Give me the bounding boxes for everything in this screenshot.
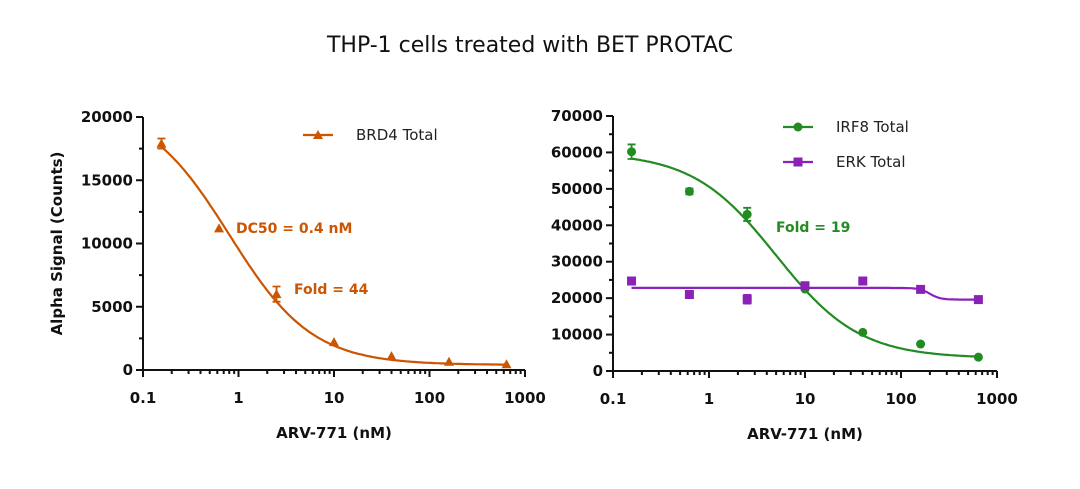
x-axis-label: ARV-771 (nM)	[747, 425, 863, 443]
y-tick-label: 60000	[551, 143, 603, 161]
data-point	[858, 327, 868, 337]
annotation: Fold = 44	[294, 282, 369, 298]
y-tick-label: 50000	[551, 180, 603, 198]
data-point	[214, 223, 225, 233]
y-tick-label: 10000	[551, 326, 603, 344]
series-irf8-total	[627, 143, 983, 362]
x-tick-label: 1000	[504, 389, 546, 407]
data-point	[916, 284, 926, 294]
data-point	[916, 339, 926, 349]
data-point	[627, 147, 637, 157]
y-tick-label: 20000	[551, 289, 603, 307]
x-tick-label: 0.1	[600, 390, 627, 408]
data-point	[742, 209, 752, 219]
y-tick-label: 5000	[91, 298, 133, 316]
data-point	[858, 276, 868, 286]
y-tick-label: 70000	[551, 107, 603, 125]
data-point	[501, 359, 512, 369]
x-tick-label: 1000	[976, 390, 1018, 408]
series-erk-total	[627, 276, 983, 305]
x-tick-label: 100	[885, 390, 916, 408]
figure-title: THP-1 cells treated with BET PROTAC	[326, 33, 733, 58]
fit-curve	[631, 157, 979, 358]
x-axis-label: ARV-771 (nM)	[276, 424, 392, 442]
y-tick-label: 0	[593, 362, 603, 380]
annotation: DC50 = 0.4 nM	[236, 221, 352, 237]
chart-panel-2: 0 10000 20000 30000 40000 50000 60000 70000 0.1 1…	[551, 107, 1018, 443]
data-point	[742, 294, 752, 304]
annotation: Fold = 19	[776, 220, 850, 236]
fit-curve	[160, 146, 507, 366]
data-point	[329, 337, 339, 347]
data-point	[386, 351, 397, 361]
legend-marker	[313, 130, 323, 139]
data-point	[973, 295, 983, 305]
legend-marker	[793, 157, 803, 167]
series-brd4-total	[156, 137, 512, 369]
legend-marker	[793, 122, 803, 132]
chart-panel-1: 0 5000 10000 15000 20000 0.1 1 10 100 1000 ARV-771…	[48, 108, 546, 442]
legend-entry: BRD4 Total	[303, 126, 438, 144]
x-tick-label: 10	[324, 389, 345, 407]
legend-entry: IRF8 Total	[783, 118, 909, 136]
legend-label: BRD4 Total	[356, 126, 438, 144]
y-tick-label: 10000	[81, 235, 133, 253]
x-tick-label: 0.1	[130, 389, 157, 407]
data-point	[973, 352, 983, 362]
data-point	[684, 290, 694, 299]
x-tick-label: 1	[233, 389, 243, 407]
x-tick-label: 100	[414, 389, 445, 407]
legend-label: ERK Total	[836, 153, 906, 171]
x-tick-label: 1	[704, 390, 714, 408]
data-point	[443, 356, 454, 366]
data-point	[627, 276, 637, 286]
data-point	[271, 289, 282, 299]
y-axis-label: Alpha Signal (Counts)	[48, 152, 66, 336]
y-tick-label: 20000	[81, 108, 133, 126]
legend-entry: ERK Total	[783, 153, 906, 171]
y-tick-label: 40000	[551, 216, 603, 234]
data-point	[156, 138, 167, 148]
data-point	[684, 186, 694, 196]
x-tick-label: 10	[795, 390, 816, 408]
y-tick-label: 0	[123, 361, 133, 379]
y-tick-label: 15000	[81, 171, 133, 189]
legend-label: IRF8 Total	[836, 118, 909, 136]
data-point	[800, 281, 810, 291]
y-tick-label: 30000	[551, 253, 603, 271]
